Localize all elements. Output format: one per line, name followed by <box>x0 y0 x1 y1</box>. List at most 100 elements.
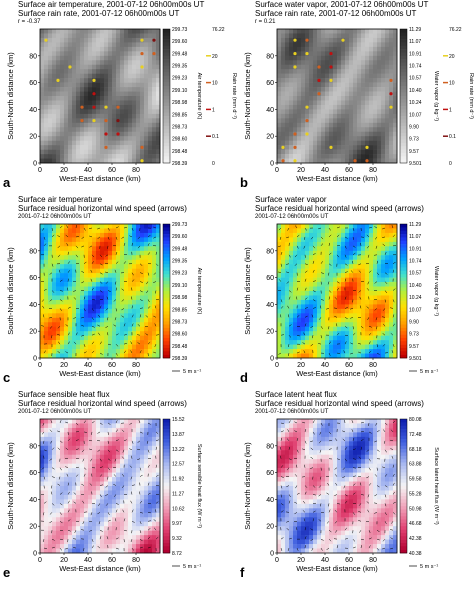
colorbar-tick-label: 9.97 <box>172 521 182 527</box>
panel-d: Surface water vapor Surface residual hor… <box>237 195 474 390</box>
rain-marker <box>365 159 368 162</box>
x-tick-label: 40 <box>84 167 92 174</box>
colorbar-tick-label: 10.24 <box>409 100 422 106</box>
arrow-scale-label: 5 m s⁻¹ <box>183 564 201 570</box>
x-axis-label: West-East distance (km) <box>59 564 141 573</box>
rain-marker <box>92 92 95 95</box>
x-tick-label: 0 <box>275 557 279 564</box>
rain-marker <box>305 119 308 122</box>
rain-marker <box>329 146 332 149</box>
colorbar-tick-label: 10.62 <box>172 506 185 512</box>
x-tick-label: 20 <box>297 557 305 564</box>
panel-letter: f <box>240 565 244 580</box>
rain-marker <box>140 146 143 149</box>
colorbar-tick-label: 11.07 <box>409 39 421 45</box>
panel-subtitle: Surface residual horizontal wind speed (… <box>18 204 187 213</box>
colorbar-tick-label: 63.88 <box>409 462 422 468</box>
colorbar-tick-label: 299.48 <box>172 246 188 252</box>
rain-marker <box>341 39 344 42</box>
colorbar-tick-label: 9.90 <box>409 124 419 130</box>
colorbar-tick-label: 72.48 <box>409 432 422 438</box>
colorbar-tick-label: 11.27 <box>172 491 184 497</box>
colorbar-tick-label: 13.22 <box>172 447 185 453</box>
colorbar-tick-label: 11.92 <box>172 477 184 483</box>
colorbar-tick-label: 298.39 <box>172 161 188 167</box>
colorbar-tick-label: 299.60 <box>172 39 188 45</box>
x-tick-label: 40 <box>321 362 329 369</box>
rain-marker <box>140 65 143 68</box>
y-tick-label: 80 <box>29 443 37 450</box>
y-tick-label: 0 <box>33 356 37 363</box>
colorbar-tick-label: 10.91 <box>409 51 422 57</box>
colorbar <box>163 419 170 553</box>
rain-legend-label: 0 <box>212 161 215 167</box>
rain-marker <box>68 65 71 68</box>
x-tick-label: 80 <box>369 362 377 369</box>
colorbar-tick-label: 298.85 <box>172 112 188 118</box>
colorbar-tick-label: 59.58 <box>409 477 422 483</box>
colorbar-tick-label: 10.40 <box>409 88 422 94</box>
colorbar-label: Air temperature (K) <box>196 73 202 120</box>
colorbar-tick-label: 299.23 <box>172 76 188 82</box>
x-tick-label: 60 <box>345 167 353 174</box>
colorbar-label: Air temperature (K) <box>196 268 202 315</box>
y-tick-label: 20 <box>29 329 37 336</box>
colorbar-tick-label: 10.57 <box>409 76 422 82</box>
panel-subtitle: Surface residual horizontal wind speed (… <box>255 204 424 213</box>
panel-title: Surface sensible heat flux <box>18 390 110 399</box>
panel-letter: d <box>240 370 248 385</box>
x-axis-label: West-East distance (km) <box>59 369 141 378</box>
rain-marker <box>140 39 143 42</box>
x-tick-label: 0 <box>38 557 42 564</box>
colorbar-tick-label: 299.10 <box>172 283 188 289</box>
rain-marker <box>317 92 320 95</box>
x-tick-label: 0 <box>38 167 42 174</box>
colorbar-tick-label: 46.68 <box>409 521 422 527</box>
colorbar-tick-label: 298.39 <box>172 356 188 362</box>
colorbar-tick-label: 299.35 <box>172 64 188 70</box>
colorbar-tick-label: 80.08 <box>409 417 422 423</box>
colorbar-label: Water vapor (g kg⁻¹) <box>433 266 439 316</box>
colorbar-tick-label: 298.60 <box>172 332 188 338</box>
rain-legend-label: 20 <box>212 54 218 60</box>
rain-marker <box>104 106 107 109</box>
y-tick-label: 40 <box>266 497 274 504</box>
y-tick-label: 40 <box>266 302 274 309</box>
rain-marker <box>92 119 95 122</box>
panel-e: Surface sensible heat flux Surface resid… <box>0 390 237 585</box>
y-tick-label: 40 <box>266 107 274 114</box>
x-tick-label: 80 <box>369 167 377 174</box>
panel-letter: a <box>3 175 10 190</box>
rain-marker <box>305 106 308 109</box>
x-tick-label: 60 <box>345 362 353 369</box>
y-tick-label: 20 <box>29 134 37 141</box>
colorbar-label: Surface sensible heat flux (W m⁻²) <box>196 444 202 528</box>
colorbar-tick-label: 42.38 <box>409 536 422 542</box>
y-tick-label: 80 <box>266 443 274 450</box>
heatmap-cells <box>40 419 160 553</box>
rain-marker <box>80 119 83 122</box>
colorbar-tick-label: 298.98 <box>172 100 188 106</box>
y-tick-label: 0 <box>33 161 37 168</box>
rain-marker <box>116 119 119 122</box>
rain-legend-label: 76.22 <box>449 27 462 33</box>
panel-note: 2001-07-12 06h00m00s UT <box>255 214 328 220</box>
colorbar-tick-label: 10.57 <box>409 271 422 277</box>
colorbar-tick-label: 299.35 <box>172 259 188 265</box>
y-tick-label: 40 <box>29 497 37 504</box>
x-tick-label: 40 <box>321 167 329 174</box>
x-tick-label: 80 <box>132 362 140 369</box>
arrow-scale-label: 5 m s⁻¹ <box>420 369 438 375</box>
colorbar-tick-label: 9.73 <box>409 137 419 143</box>
colorbar-tick-label: 55.28 <box>409 491 422 497</box>
y-tick-label: 60 <box>29 80 37 87</box>
panel-title: Surface latent heat flux <box>255 390 337 399</box>
panel-note: r = 0.21 <box>255 19 276 25</box>
rain-marker <box>293 65 296 68</box>
rain-legend-label: 10 <box>449 81 455 87</box>
colorbar-tick-label: 298.60 <box>172 137 188 143</box>
panel-letter: e <box>3 565 10 580</box>
panel-c: Surface air temperature Surface residual… <box>0 195 237 390</box>
panel-subtitle: Surface rain rate, 2001-07-12 06h00m00s … <box>255 9 416 18</box>
